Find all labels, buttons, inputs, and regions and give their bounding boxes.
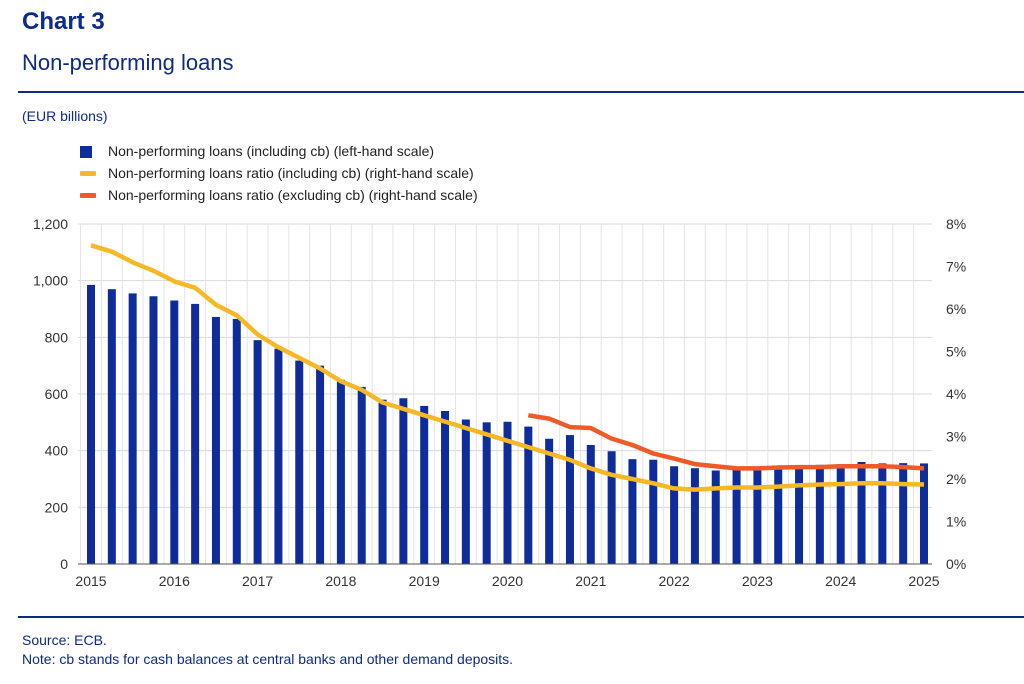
bar-npl <box>753 469 762 564</box>
x-tick-label: 2021 <box>575 573 606 589</box>
line-ratio-incl-cb <box>90 243 925 492</box>
x-tick-label: 2025 <box>908 573 939 589</box>
x-tick-label: 2019 <box>409 573 440 589</box>
chart-title: Non-performing loans <box>22 50 234 75</box>
bar-npl <box>524 426 533 564</box>
bar-npl <box>836 464 845 564</box>
y-right-tick-label: 0% <box>946 556 966 572</box>
bar-npl <box>545 438 554 564</box>
bar-npl <box>795 466 804 564</box>
y-right-tick-label: 1% <box>946 514 966 530</box>
bar-npl <box>649 459 658 564</box>
legend-swatch-bars <box>80 146 92 158</box>
y-right-tick-label: 2% <box>946 471 966 487</box>
y-left-tick-label: 400 <box>45 443 69 459</box>
bar-npl <box>399 398 408 564</box>
chart-legend: Non-performing loans (including cb) (lef… <box>80 140 478 206</box>
x-tick-label: 2024 <box>825 573 856 589</box>
bar-npl <box>316 365 325 564</box>
y-left-tick-label: 200 <box>45 499 69 515</box>
bar-npl <box>920 463 928 564</box>
bar-npl <box>503 421 512 564</box>
x-tick-label: 2022 <box>659 573 690 589</box>
y-right-tick-label: 8% <box>946 216 966 232</box>
bar-npl <box>107 289 116 564</box>
bar-npl <box>732 469 741 564</box>
bar-npl <box>336 379 345 564</box>
bar-npl <box>482 422 491 564</box>
bar-npl <box>565 435 574 564</box>
y-left-tick-label: 1,000 <box>33 273 68 289</box>
source-note: Source: ECB. <box>22 632 107 648</box>
bar-npl <box>378 399 387 564</box>
legend-swatch-yellow-line <box>80 171 96 176</box>
legend-item-ratio-incl-cb: Non-performing loans ratio (including cb… <box>80 162 478 184</box>
bar-npl <box>690 468 699 564</box>
line-ratio-excl-cb <box>527 413 925 471</box>
bar-npl <box>441 411 450 564</box>
y-left-tick-label: 1,200 <box>33 216 68 232</box>
x-tick-label: 2023 <box>742 573 773 589</box>
bar-npl <box>232 318 241 564</box>
chart-number: Chart 3 <box>22 8 105 35</box>
legend-swatch-orange-line <box>80 193 96 198</box>
x-tick-label: 2016 <box>159 573 190 589</box>
bar-npl <box>420 405 429 564</box>
bar-npl <box>128 293 137 564</box>
y-left-tick-label: 0 <box>60 556 68 572</box>
bar-npl <box>774 468 783 564</box>
bar-npl <box>461 419 470 564</box>
bar-npl <box>628 459 637 564</box>
y-right-tick-label: 7% <box>946 259 966 275</box>
x-tick-label: 2018 <box>325 573 356 589</box>
bar-npl <box>274 348 283 564</box>
footnote: Note: cb stands for cash balances at cen… <box>22 651 514 667</box>
y-left-tick-label: 800 <box>45 329 69 345</box>
bar-npl <box>670 466 679 564</box>
y-right-tick-label: 4% <box>946 386 966 402</box>
header-divider <box>18 91 1024 93</box>
bar-npl <box>149 296 158 564</box>
y-left-tick-label: 600 <box>45 386 69 402</box>
chart-plot: 0 200 400 600 800 1,000 1,200 0% 1% 2% 3% 4% 5% 6% 7% 8… <box>33 216 966 589</box>
bar-npl <box>857 462 866 564</box>
bar-npl <box>899 463 908 564</box>
unit-note: (EUR billions) <box>22 108 108 124</box>
legend-label: Non-performing loans (including cb) (lef… <box>108 143 435 159</box>
legend-item-ratio-excl-cb: Non-performing loans ratio (excluding cb… <box>80 184 478 206</box>
x-tick-label: 2020 <box>492 573 523 589</box>
y-right-tick-label: 5% <box>946 344 966 360</box>
bar-npl <box>878 463 887 564</box>
bar-npl <box>295 360 304 564</box>
bar-npl <box>191 303 200 564</box>
bar-npl <box>253 340 262 564</box>
x-tick-label: 2015 <box>75 573 106 589</box>
bar-npl <box>607 451 616 564</box>
legend-label: Non-performing loans ratio (excluding cb… <box>108 187 478 203</box>
bar-npl <box>170 300 179 564</box>
bar-npl <box>357 386 366 564</box>
bar-npl <box>87 284 95 564</box>
footer-divider <box>18 616 1024 618</box>
legend-item-npl-bars: Non-performing loans (including cb) (lef… <box>80 140 478 162</box>
y-right-tick-label: 3% <box>946 429 966 445</box>
legend-label: Non-performing loans ratio (including cb… <box>108 165 474 181</box>
bar-npl <box>586 445 595 564</box>
bar-npl <box>211 316 220 564</box>
y-right-tick-label: 6% <box>946 301 966 317</box>
bar-npl <box>711 470 720 564</box>
x-tick-label: 2017 <box>242 573 273 589</box>
bar-npl <box>815 464 824 564</box>
